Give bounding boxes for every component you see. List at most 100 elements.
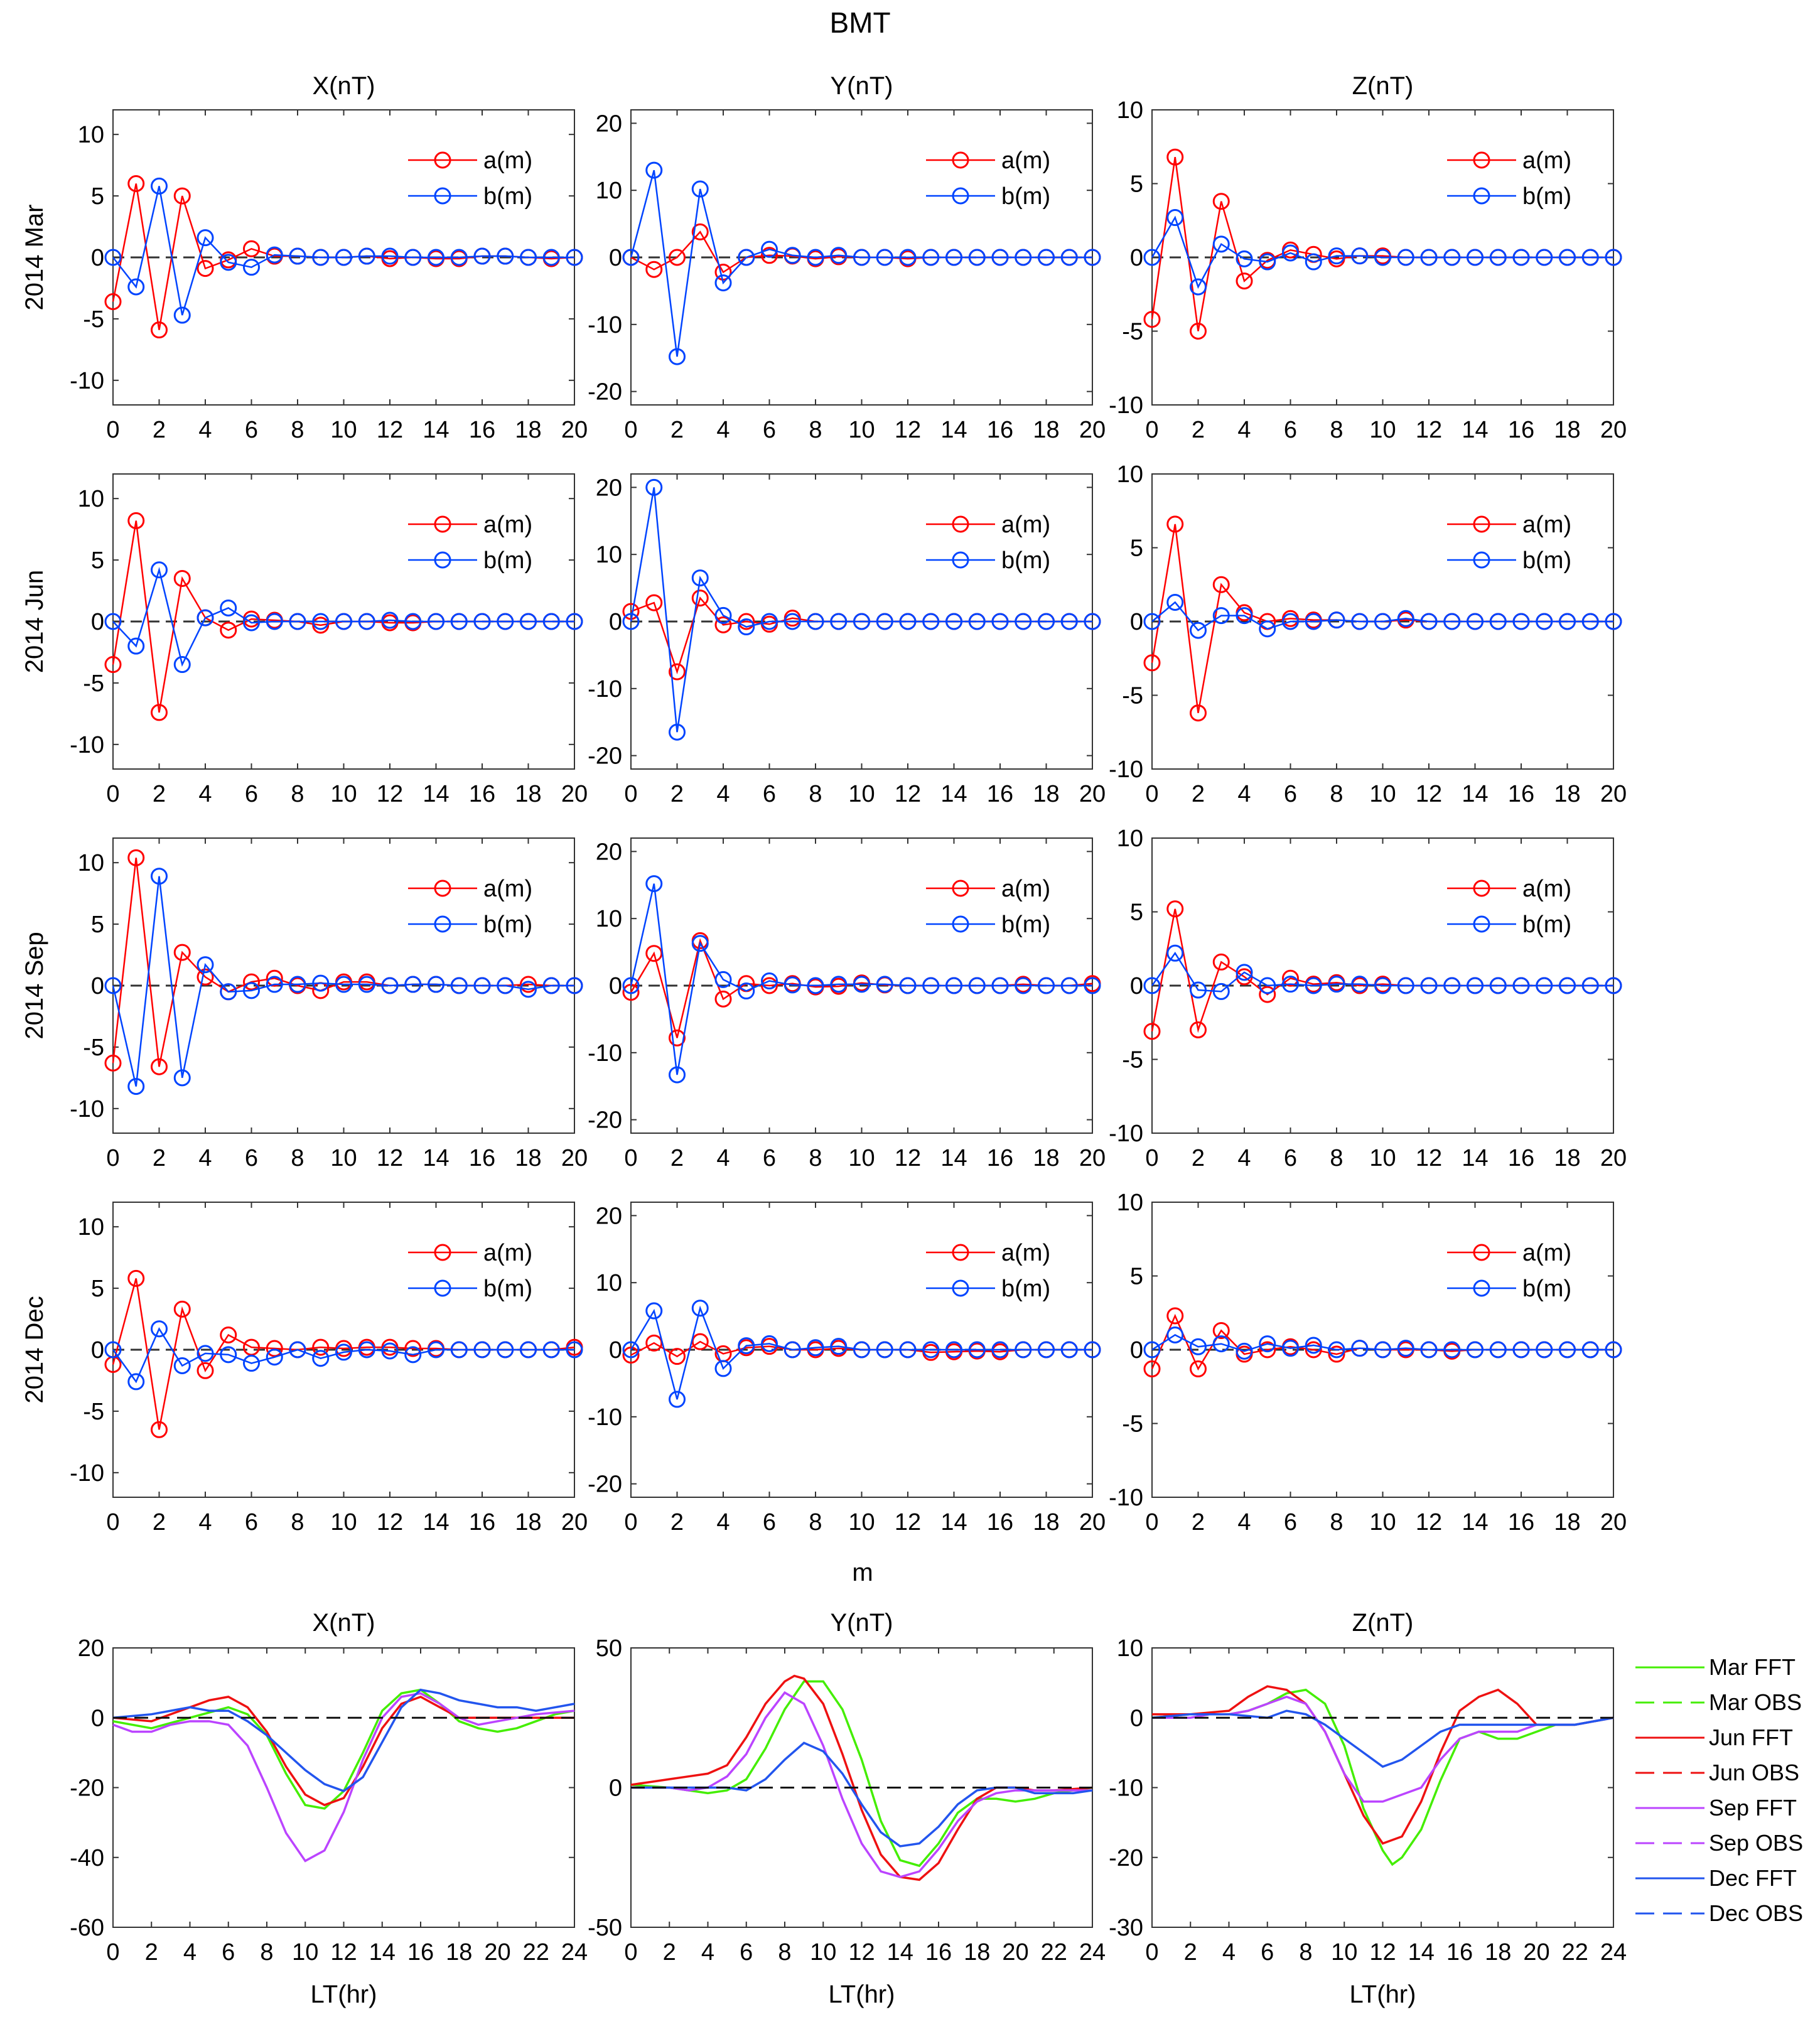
point-b	[450, 613, 468, 630]
y-tick-label: 20	[78, 1635, 104, 1662]
legend-label: b(m)	[483, 1276, 532, 1302]
point-b	[1374, 613, 1391, 630]
point-a	[761, 977, 778, 994]
point-b	[1397, 249, 1414, 266]
x-tick-label: 0	[624, 781, 637, 807]
x-tick-label: 24	[1079, 1939, 1106, 1966]
point-b	[1443, 613, 1461, 630]
point-b	[1190, 622, 1207, 639]
point-b	[714, 606, 732, 624]
x-tick-label: 16	[987, 1145, 1013, 1171]
spectrum-panel: 0 2 4 6 8 10 12 14 16 18 20 -20 -10 0 10 20 a(m) b(m)	[588, 1202, 1106, 1536]
point-b	[358, 1341, 375, 1359]
point-b	[1015, 249, 1032, 266]
point-a	[1190, 704, 1207, 722]
legend-marker	[1473, 915, 1490, 933]
x-tick-label: 0	[624, 1939, 637, 1966]
point-b	[1236, 607, 1253, 625]
point-b	[1536, 977, 1553, 994]
point-a	[173, 944, 191, 961]
point-b	[266, 1348, 283, 1366]
x-tick-label: 6	[763, 1145, 776, 1171]
point-b	[220, 983, 237, 1001]
x-tick-label: 6	[1261, 1939, 1274, 1966]
point-b	[1305, 613, 1322, 630]
x-tick-label: 4	[701, 1939, 714, 1966]
x-tick-label: 12	[1416, 1509, 1442, 1536]
point-b	[1282, 976, 1299, 993]
y-tick-label: 0	[91, 973, 104, 999]
point-b	[783, 1341, 801, 1359]
point-a	[669, 1348, 686, 1365]
point-b	[669, 1391, 686, 1408]
x-tick-label: 12	[895, 417, 921, 443]
x-tick-label: 0	[1145, 417, 1158, 443]
legend-label: a(m)	[1001, 1240, 1050, 1266]
point-b	[1143, 977, 1161, 994]
spectrum-x-label: m	[852, 1559, 873, 1586]
point-b	[899, 1341, 917, 1359]
spectrum-panel: 0 2 4 6 8 10 12 14 16 18 20 -20 -10 0 10 20 a(m) b(m)	[588, 109, 1106, 443]
x-tick-label: 14	[423, 781, 449, 807]
point-b	[1420, 613, 1438, 630]
time-panel: Z(nT)0 2 4 6 8 10 12 14 16 18 20 22 24-30-20-10010LT…	[1109, 1609, 1627, 2008]
x-tick-label: 6	[1284, 1145, 1297, 1171]
point-b	[497, 1341, 514, 1359]
legend-label: a(m)	[1522, 512, 1571, 538]
y-tick-label: -20	[588, 1107, 622, 1134]
x-tick-label: 2	[670, 1145, 684, 1171]
point-b	[830, 613, 848, 630]
point-b	[1605, 613, 1622, 630]
y-tick-label: 20	[596, 839, 622, 865]
x-tick-label: 0	[624, 1509, 637, 1536]
y-tick-label: 0	[1130, 973, 1143, 999]
y-tick-label: -10	[1109, 392, 1143, 419]
point-a	[127, 1269, 145, 1287]
x-tick-label: 2	[153, 781, 166, 807]
x-tick-label: 2	[670, 781, 684, 807]
y-tick-label: 5	[1130, 1264, 1143, 1290]
x-tick-label: 8	[291, 417, 304, 443]
point-b	[1166, 1326, 1184, 1343]
point-b	[381, 247, 399, 265]
point-a	[622, 1347, 640, 1364]
y-tick-label: -10	[1109, 1485, 1143, 1511]
legend-label: b(m)	[483, 183, 532, 210]
point-b	[761, 240, 778, 258]
x-tick-label: 20	[561, 1145, 588, 1171]
point-b	[691, 569, 709, 587]
x-tick-label: 10	[292, 1939, 318, 1966]
x-tick-label: 4	[198, 1509, 212, 1536]
x-axis-label: LT(hr)	[1350, 1981, 1416, 2008]
point-b	[1536, 613, 1553, 630]
point-b	[542, 977, 560, 994]
y-tick-label: 10	[596, 1270, 622, 1296]
point-a	[1166, 148, 1184, 166]
point-b	[404, 249, 422, 266]
point-a	[1236, 272, 1253, 290]
legend-marker	[1473, 1279, 1490, 1297]
point-b	[381, 1342, 399, 1360]
legend-label: a(m)	[1522, 148, 1571, 174]
point-b	[1512, 613, 1530, 630]
x-tick-label: 10	[330, 1145, 357, 1171]
x-tick-label: 14	[887, 1939, 913, 1966]
y-tick-label: 5	[91, 912, 104, 938]
point-b	[922, 613, 940, 630]
y-tick-label: 10	[1117, 97, 1143, 124]
y-tick-label: 20	[596, 110, 622, 137]
legend-marker	[1473, 515, 1490, 533]
point-a	[645, 261, 663, 278]
legend-marker	[434, 515, 451, 533]
point-b	[669, 348, 686, 365]
x-tick-label: 22	[523, 1939, 549, 1966]
point-b	[1374, 977, 1391, 994]
point-a	[127, 175, 145, 192]
legend-marker	[1473, 880, 1490, 897]
x-tick-label: 16	[925, 1939, 952, 1966]
x-tick-label: 6	[245, 781, 258, 807]
x-tick-label: 20	[1600, 1145, 1627, 1171]
point-b	[151, 561, 168, 579]
point-b	[542, 1341, 560, 1359]
point-b	[1443, 977, 1461, 994]
